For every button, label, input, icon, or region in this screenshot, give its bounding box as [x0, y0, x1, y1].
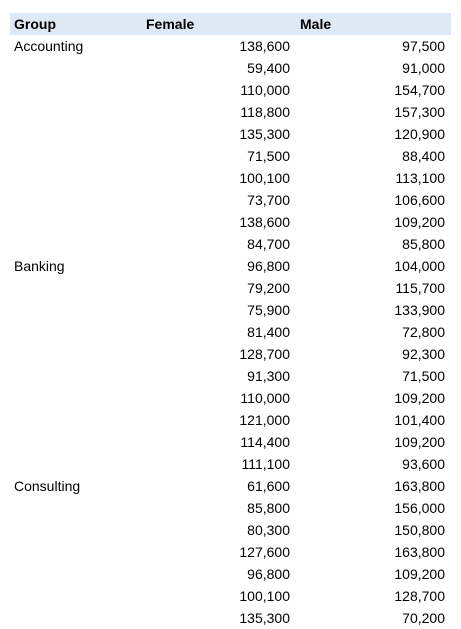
cell-male: 71,500	[402, 368, 445, 384]
cell-female: 96,800	[247, 258, 290, 274]
table-row: 73,700 106,600	[10, 189, 451, 211]
cell-male: 150,800	[394, 522, 445, 538]
cell-female: 85,800	[247, 500, 290, 516]
cell-female: 128,700	[239, 346, 290, 362]
table-row: 71,500 88,400	[10, 145, 451, 167]
cell-female: 135,300	[239, 610, 290, 626]
table-row: 111,100 93,600	[10, 453, 451, 475]
table-row: 81,400 72,800	[10, 321, 451, 343]
cell-female: 100,100	[239, 170, 290, 186]
table-row: 91,300 71,500	[10, 365, 451, 387]
table-row: 138,600 109,200	[10, 211, 451, 233]
cell-female: 71,500	[247, 148, 290, 164]
table-row: 135,300 70,200	[10, 607, 451, 629]
table-row: 110,000 154,700	[10, 79, 451, 101]
cell-female: 75,900	[247, 302, 290, 318]
cell-female: 91,300	[247, 368, 290, 384]
cell-female: 127,600	[239, 544, 290, 560]
salary-table: Group Female Male Accounting 138,600 97,50…	[10, 13, 451, 629]
cell-male: 109,200	[394, 214, 445, 230]
cell-male: 128,700	[394, 588, 445, 604]
cell-male: 109,200	[394, 566, 445, 582]
cell-male: 101,400	[394, 412, 445, 428]
table-row: Banking 96,800 104,000	[10, 255, 451, 277]
table-row: Consulting 61,600 163,800	[10, 475, 451, 497]
cell-female: 110,000	[240, 82, 290, 98]
table-row: 114,400 109,200	[10, 431, 451, 453]
cell-male: 157,300	[394, 104, 445, 120]
cell-female: 81,400	[247, 324, 290, 340]
cell-male: 104,000	[394, 258, 445, 274]
cell-male: 97,500	[402, 38, 445, 54]
cell-female: 61,600	[247, 478, 290, 494]
cell-male: 115,700	[395, 280, 445, 296]
table-row: 75,900 133,900	[10, 299, 451, 321]
cell-male: 106,600	[394, 192, 445, 208]
cell-female: 73,700	[247, 192, 290, 208]
table-row: 128,700 92,300	[10, 343, 451, 365]
cell-male: 133,900	[394, 302, 445, 318]
header-female: Female	[146, 16, 195, 32]
cell-male: 120,900	[394, 126, 445, 142]
table-row: 110,000 109,200	[10, 387, 451, 409]
cell-male: 156,000	[394, 500, 445, 516]
table-row: 85,800 156,000	[10, 497, 451, 519]
cell-female: 138,600	[239, 38, 290, 54]
cell-group: Accounting	[14, 38, 84, 54]
cell-male: 88,400	[402, 148, 445, 164]
cell-female: 100,100	[239, 588, 290, 604]
cell-female: 84,700	[247, 236, 290, 252]
cell-female: 80,300	[247, 522, 290, 538]
table-body: Accounting 138,600 97,500 59,400 91,000 110,0…	[10, 35, 451, 629]
cell-group: Banking	[14, 258, 65, 274]
cell-female: 111,100	[241, 456, 290, 472]
cell-male: 70,200	[402, 610, 445, 626]
cell-male: 93,600	[402, 456, 445, 472]
table-row: 118,800 157,300	[10, 101, 451, 123]
cell-female: 114,400	[240, 434, 290, 450]
table-row: 84,700 85,800	[10, 233, 451, 255]
cell-male: 163,800	[394, 478, 445, 494]
cell-male: 109,200	[394, 390, 445, 406]
table-row: 59,400 91,000	[10, 57, 451, 79]
header-group: Group	[14, 16, 56, 32]
header-male: Male	[300, 16, 332, 32]
table-row: 79,200 115,700	[10, 277, 451, 299]
cell-male: 154,700	[394, 82, 445, 98]
cell-male: 109,200	[394, 434, 445, 450]
table-row: 96,800 109,200	[10, 563, 451, 585]
cell-male: 113,100	[395, 170, 445, 186]
cell-male: 85,800	[402, 236, 445, 252]
cell-female: 79,200	[247, 280, 290, 296]
cell-female: 135,300	[239, 126, 290, 142]
cell-female: 110,000	[240, 390, 290, 406]
table-row: 121,000 101,400	[10, 409, 451, 431]
cell-male: 92,300	[402, 346, 445, 362]
table-header: Group Female Male	[10, 13, 451, 35]
table-row: 135,300 120,900	[10, 123, 451, 145]
table-row: 100,100 113,100	[10, 167, 451, 189]
table-row: Accounting 138,600 97,500	[10, 35, 451, 57]
cell-female: 96,800	[247, 566, 290, 582]
table-row: 100,100 128,700	[10, 585, 451, 607]
table-row: 80,300 150,800	[10, 519, 451, 541]
cell-female: 121,000	[239, 412, 290, 428]
cell-male: 163,800	[394, 544, 445, 560]
cell-group: Consulting	[14, 478, 81, 494]
cell-female: 138,600	[239, 214, 290, 230]
cell-male: 72,800	[402, 324, 445, 340]
cell-male: 91,000	[402, 60, 445, 76]
table-row: 127,600 163,800	[10, 541, 451, 563]
cell-female: 118,800	[240, 104, 290, 120]
cell-female: 59,400	[247, 60, 290, 76]
